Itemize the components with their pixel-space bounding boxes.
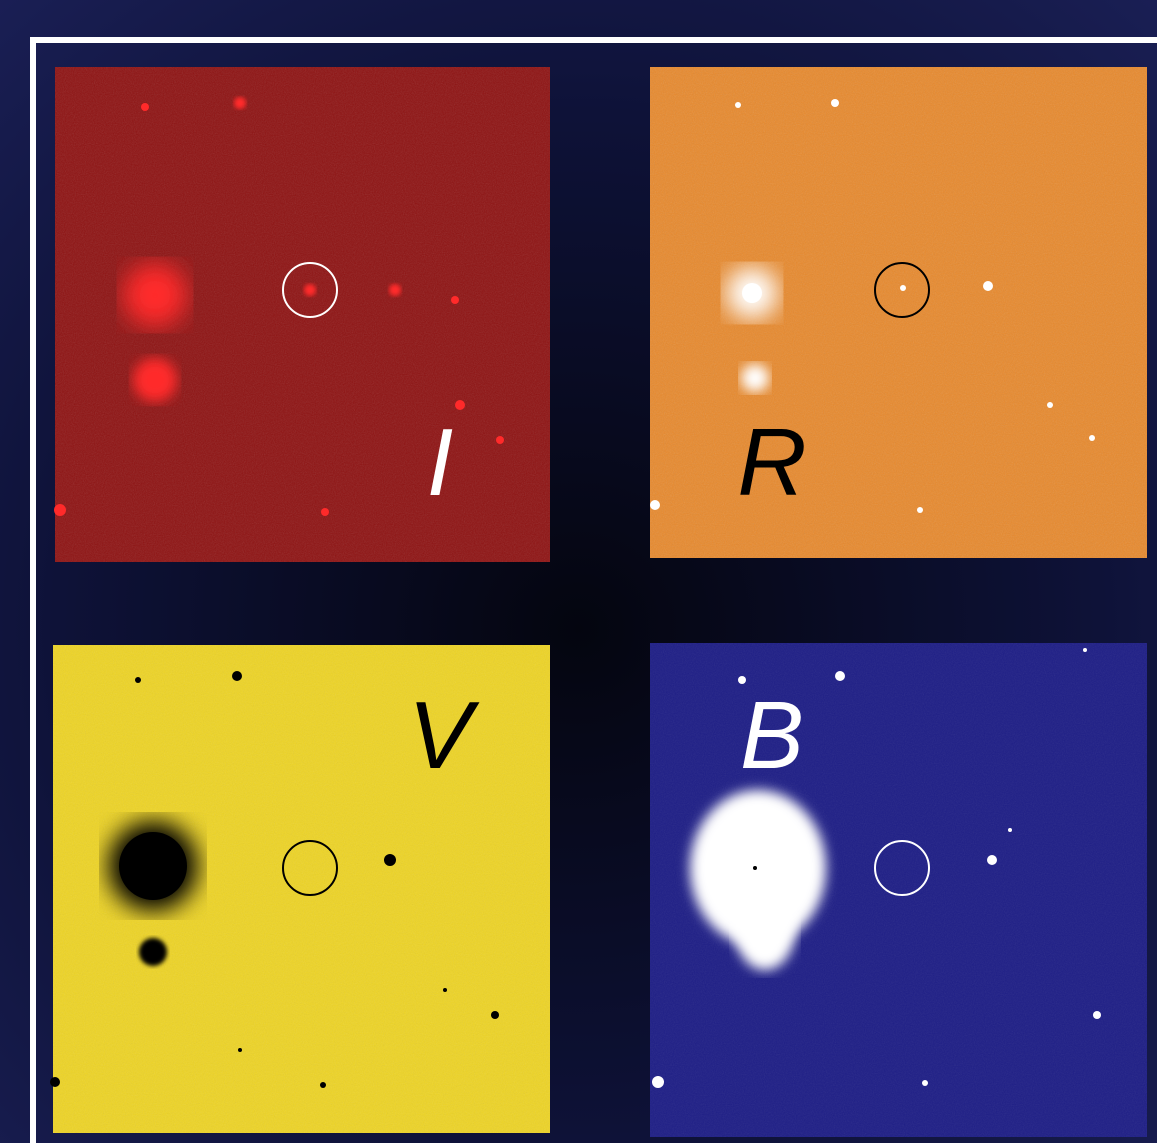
panel-v: V	[50, 645, 550, 1133]
noise	[650, 67, 1147, 558]
panel-r: R	[650, 67, 1147, 558]
noise	[55, 67, 550, 562]
band-label: V	[408, 682, 480, 789]
band-label: I	[427, 409, 454, 516]
band-label: R	[737, 409, 806, 516]
panel-i: I	[54, 67, 550, 562]
panel-b: B	[650, 643, 1147, 1137]
nucleus	[753, 866, 757, 870]
page: I R	[0, 0, 1157, 1143]
band-label: B	[740, 682, 804, 789]
figure: I R	[0, 0, 1157, 1143]
